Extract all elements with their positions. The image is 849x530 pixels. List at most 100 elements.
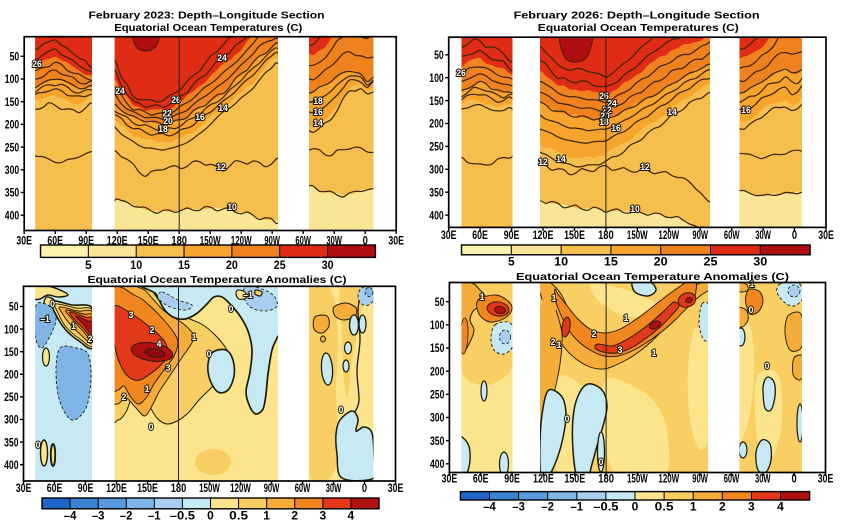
svg-text:1: 1 <box>192 332 197 343</box>
svg-text:200: 200 <box>5 118 20 132</box>
svg-text:–1: –1 <box>40 314 50 325</box>
svg-text:0.5: 0.5 <box>655 500 674 514</box>
svg-text:150E: 150E <box>138 233 159 247</box>
svg-text:150: 150 <box>429 94 444 108</box>
svg-text:60W: 60W <box>295 481 311 495</box>
svg-text:180: 180 <box>598 471 614 485</box>
svg-text:200: 200 <box>430 364 445 378</box>
svg-text:200: 200 <box>429 117 444 131</box>
svg-text:0: 0 <box>749 305 754 316</box>
svg-text:30E: 30E <box>441 228 457 242</box>
svg-text:90W: 90W <box>264 233 280 247</box>
svg-text:22: 22 <box>162 109 172 120</box>
svg-text:1: 1 <box>624 313 629 324</box>
svg-text:February 2026: Depth–Longitude: February 2026: Depth–Longitude Section <box>514 9 760 21</box>
svg-text:0: 0 <box>207 349 212 360</box>
svg-text:90E: 90E <box>78 233 94 247</box>
svg-text:150E: 150E <box>137 481 158 495</box>
svg-text:150: 150 <box>4 345 19 359</box>
svg-text:12: 12 <box>216 162 226 173</box>
svg-text:30W: 30W <box>755 228 771 242</box>
svg-text:26: 26 <box>171 95 181 106</box>
svg-text:60W: 60W <box>724 471 740 485</box>
svg-text:20: 20 <box>654 255 668 269</box>
svg-text:350: 350 <box>429 185 444 199</box>
svg-text:60E: 60E <box>472 228 488 242</box>
svg-text:100: 100 <box>430 318 445 332</box>
svg-text:20: 20 <box>226 258 238 272</box>
svg-text:3: 3 <box>319 509 326 523</box>
svg-text:–4: –4 <box>64 509 77 523</box>
svg-text:30: 30 <box>322 258 334 272</box>
svg-text:14: 14 <box>313 118 323 129</box>
svg-text:90W: 90W <box>692 228 708 242</box>
svg-text:60E: 60E <box>47 481 63 495</box>
svg-text:18: 18 <box>158 124 168 135</box>
svg-text:30E: 30E <box>16 233 32 247</box>
svg-text:25: 25 <box>704 255 718 269</box>
svg-text:1: 1 <box>652 348 657 359</box>
svg-text:0: 0 <box>632 500 639 514</box>
svg-text:2: 2 <box>122 392 127 403</box>
svg-text:14: 14 <box>556 154 566 165</box>
svg-text:1: 1 <box>690 500 697 514</box>
svg-text:4: 4 <box>157 339 162 350</box>
svg-text:300: 300 <box>5 163 20 177</box>
svg-text:1: 1 <box>552 293 557 304</box>
svg-text:–3: –3 <box>92 509 105 523</box>
svg-text:180: 180 <box>598 228 614 242</box>
svg-text:150W: 150W <box>200 233 221 247</box>
svg-text:3: 3 <box>618 345 623 356</box>
svg-text:4: 4 <box>777 500 784 514</box>
svg-text:180: 180 <box>171 233 187 247</box>
svg-text:1: 1 <box>263 509 270 523</box>
svg-text:120W: 120W <box>658 228 679 242</box>
svg-text:300: 300 <box>429 163 444 177</box>
svg-text:100: 100 <box>4 322 19 336</box>
svg-text:16: 16 <box>741 105 751 116</box>
svg-text:60W: 60W <box>295 233 311 247</box>
svg-text:16: 16 <box>611 123 621 134</box>
svg-text:250: 250 <box>429 140 444 154</box>
svg-text:150W: 150W <box>199 481 220 495</box>
svg-text:15: 15 <box>604 255 618 269</box>
svg-text:12: 12 <box>538 157 548 168</box>
svg-text:2: 2 <box>291 509 298 523</box>
svg-text:250: 250 <box>5 140 20 154</box>
svg-text:30E: 30E <box>16 481 32 495</box>
svg-text:400: 400 <box>429 208 444 222</box>
svg-text:300: 300 <box>430 411 445 425</box>
svg-text:1: 1 <box>480 292 485 303</box>
svg-text:400: 400 <box>5 208 20 222</box>
svg-text:3: 3 <box>129 310 134 321</box>
svg-text:–1: –1 <box>148 509 161 523</box>
svg-text:180: 180 <box>171 481 187 495</box>
svg-text:4: 4 <box>348 509 355 523</box>
svg-text:60W: 60W <box>724 228 740 242</box>
svg-text:60E: 60E <box>473 471 489 485</box>
svg-text:24: 24 <box>217 53 227 64</box>
svg-text:–2: –2 <box>120 509 133 523</box>
svg-text:25: 25 <box>274 258 286 272</box>
svg-text:90E: 90E <box>504 471 520 485</box>
svg-text:30W: 30W <box>326 233 342 247</box>
svg-text:50: 50 <box>435 295 445 309</box>
svg-text:2: 2 <box>150 325 155 336</box>
svg-text:Equatorial Ocean Temperature A: Equatorial Ocean Temperature Anomalies (… <box>88 274 347 286</box>
svg-text:30E: 30E <box>818 471 834 485</box>
svg-text:300: 300 <box>4 413 19 427</box>
svg-text:24: 24 <box>115 86 125 97</box>
svg-text:–2: –2 <box>541 500 554 514</box>
svg-text:0: 0 <box>50 299 55 310</box>
svg-text:30: 30 <box>753 255 767 269</box>
svg-text:150: 150 <box>430 341 445 355</box>
svg-text:16: 16 <box>313 107 323 118</box>
svg-text:3: 3 <box>748 500 755 514</box>
svg-text:120W: 120W <box>231 233 252 247</box>
svg-text:26: 26 <box>599 91 609 102</box>
svg-text:12: 12 <box>640 162 650 173</box>
svg-text:0: 0 <box>792 471 797 485</box>
svg-text:0: 0 <box>765 361 770 372</box>
svg-text:26: 26 <box>32 59 42 70</box>
svg-text:0: 0 <box>363 233 368 247</box>
